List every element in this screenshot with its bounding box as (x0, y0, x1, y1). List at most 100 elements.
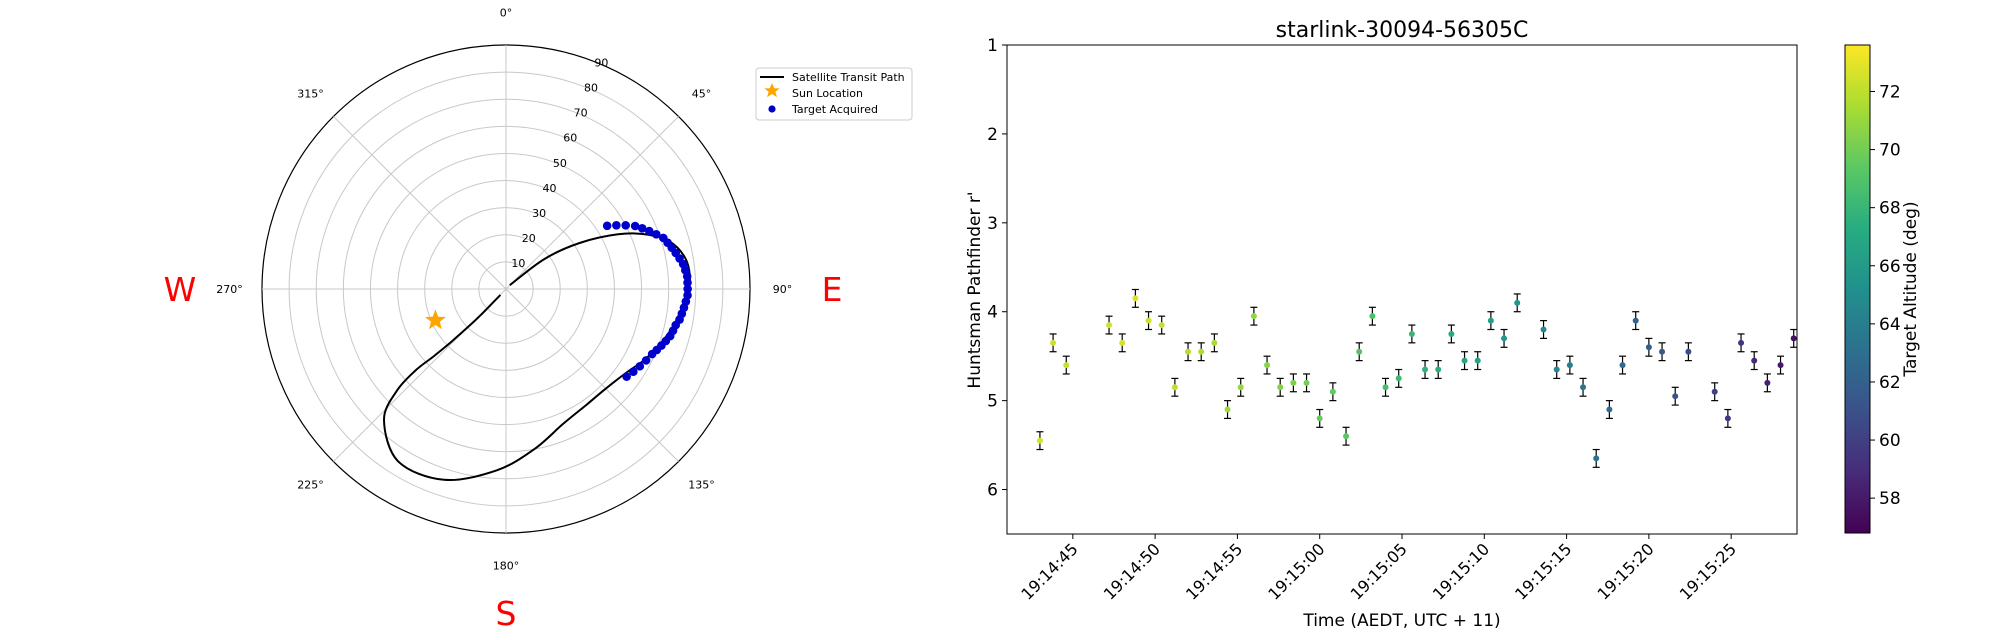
data-marker (1685, 348, 1692, 355)
compass-east-label: E (822, 270, 843, 309)
sun-location-star (425, 309, 446, 330)
radial-tick-label: 10 (511, 257, 525, 270)
radial-tick-label: 80 (584, 82, 598, 95)
data-marker (1171, 384, 1178, 391)
data-marker (1211, 339, 1218, 346)
target-acquired-point (612, 220, 621, 230)
data-marker (1277, 384, 1284, 391)
data-marker (1237, 384, 1244, 391)
colorbar-ticks: 58 60 62 64 66 68 70 72 (1870, 82, 1901, 509)
target-acquired-point (637, 224, 647, 233)
data-marker (1316, 415, 1323, 422)
lightcurve-point (1434, 360, 1442, 380)
compass-west-label: W (164, 270, 197, 309)
azimuth-tick-label: 180° (493, 560, 520, 573)
colorbar-tick-label: 66 (1879, 257, 1901, 277)
data-marker (1474, 357, 1481, 364)
data-marker (1290, 379, 1297, 386)
lightcurve-point (1671, 386, 1679, 406)
azimuth-tick-label: 0° (500, 6, 513, 19)
polar-legend: Satellite Transit Path Sun Location Targ… (755, 67, 913, 121)
data-marker (1632, 317, 1639, 324)
data-marker (1724, 415, 1731, 422)
compass-south-label: S (496, 594, 517, 633)
data-marker (1738, 339, 1745, 346)
lightcurve-point (1105, 315, 1113, 335)
lightcurve-point (1500, 328, 1508, 348)
lightcurve-point (1382, 377, 1390, 397)
polar-labels-layer: 0° 45° 90° 135° 180° 225° 270° 315° 10 20 30 40 50 60… (216, 6, 792, 572)
lightcurve-point (1342, 426, 1350, 446)
data-marker (1408, 330, 1415, 337)
lightcurve-point (1592, 448, 1600, 468)
lightcurve-point (1605, 400, 1613, 420)
data-marker (1395, 375, 1402, 382)
lightcurve-point (1461, 351, 1469, 371)
target-acquired-point (629, 367, 638, 376)
lightcurve-point (1684, 342, 1692, 362)
lightcurve-point (1763, 373, 1771, 393)
data-marker (1751, 357, 1758, 364)
data-marker (1553, 366, 1560, 373)
lightcurve-point (1790, 328, 1798, 348)
polar-chart: 0° 45° 90° 135° 180° 225° 270° 315° 10 20 30 40 50 60… (164, 6, 913, 633)
y-tick-label: 5 (987, 392, 998, 412)
lightcurve-title: starlink-30094-56305C (1276, 18, 1529, 43)
lightcurve-point (1329, 382, 1337, 402)
azimuth-tick-label: 45° (692, 87, 712, 100)
data-marker (1645, 344, 1652, 351)
polar-grid-spoke (333, 116, 507, 290)
data-marker (1711, 388, 1718, 395)
legend-star-swatch (764, 83, 780, 98)
lightcurve-point (1237, 377, 1245, 397)
lightcurve-point (1645, 337, 1653, 357)
radial-tick-label: 60 (563, 132, 577, 145)
lightcurve-point (1395, 368, 1403, 388)
data-marker (1036, 437, 1043, 444)
polar-grid-spoke (505, 116, 679, 290)
y-tick-label: 6 (987, 481, 998, 501)
lightcurve-point (1049, 333, 1057, 353)
lightcurve-point (1250, 306, 1258, 326)
lightcurve-point (1487, 311, 1495, 331)
lightcurve-point (1513, 293, 1521, 313)
data-marker (1050, 339, 1057, 346)
lightcurve-point (1145, 311, 1153, 331)
data-marker (1343, 433, 1350, 440)
lightcurve-point (1184, 342, 1192, 362)
target-acquired-point (622, 372, 631, 381)
target-acquired-point (644, 226, 654, 236)
data-marker (1448, 330, 1455, 337)
lightcurve-point (1171, 377, 1179, 397)
azimuth-tick-label: 90° (773, 283, 793, 296)
y-tick-label: 3 (987, 214, 998, 234)
lightcurve-point (1408, 324, 1416, 344)
lightcurve-point (1303, 373, 1311, 393)
target-acquired-point (683, 284, 692, 294)
data-marker (1619, 362, 1626, 369)
data-marker (1790, 335, 1797, 342)
plot-area-frame (1006, 44, 1798, 535)
radial-tick-label: 20 (522, 232, 536, 245)
data-marker (1132, 295, 1139, 302)
lightcurve-point (1210, 333, 1218, 353)
data-marker (1250, 313, 1257, 320)
lightcurve-point (1737, 333, 1745, 353)
lightcurve-point (1619, 355, 1627, 375)
data-marker (1145, 317, 1152, 324)
legend-label-path: Satellite Transit Path (792, 71, 905, 84)
lightcurve-point (1750, 351, 1758, 371)
x-axis-label: Time (AEDT, UTC + 11) (1302, 611, 1500, 631)
data-marker (1777, 362, 1784, 369)
colorbar-gradient (1844, 44, 1871, 534)
target-acquired-point (641, 356, 651, 365)
lightcurve-point (1316, 408, 1324, 428)
lightcurve-point (1711, 382, 1719, 402)
colorbar-tick-label: 64 (1879, 315, 1901, 335)
data-marker (1369, 313, 1376, 320)
data-marker (1224, 406, 1231, 413)
polar-grid (261, 44, 751, 534)
lightcurve-point (1276, 377, 1284, 397)
data-marker (1606, 406, 1613, 413)
data-marker (1382, 384, 1389, 391)
